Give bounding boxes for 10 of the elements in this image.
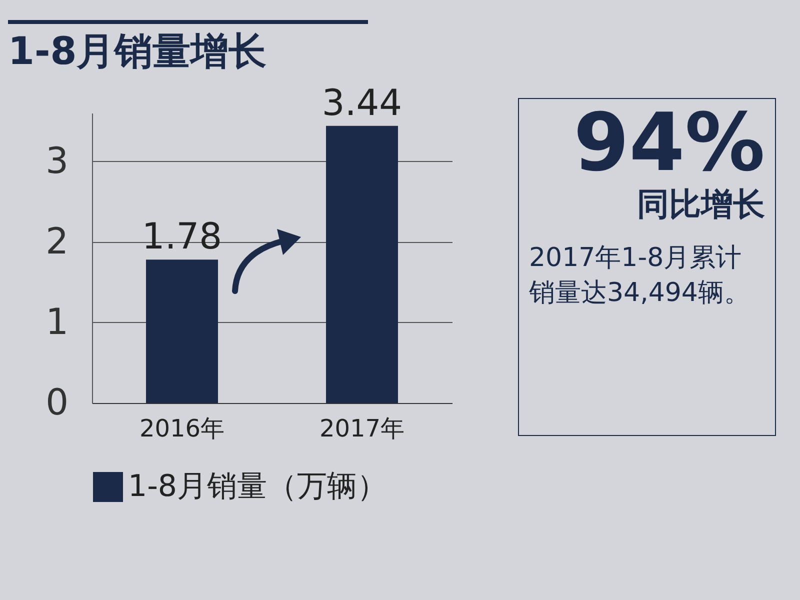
y-tick-label: 0 bbox=[46, 382, 68, 424]
x-tick-label: 2016年 bbox=[139, 414, 225, 442]
x-tick-label: 2017年 bbox=[319, 414, 405, 442]
text: 2017年1-8月累计销量达34,494辆。 bbox=[529, 242, 751, 310]
chart-title: 1-8月销量增长 bbox=[8, 20, 368, 77]
legend-label: 1-8月销量（万辆） bbox=[128, 469, 387, 504]
y-tick-label: 1 bbox=[46, 302, 68, 343]
data-label: 3.44 bbox=[322, 82, 402, 124]
y-tick-label: 3 bbox=[46, 140, 68, 182]
y-tick-label: 2 bbox=[46, 221, 68, 262]
